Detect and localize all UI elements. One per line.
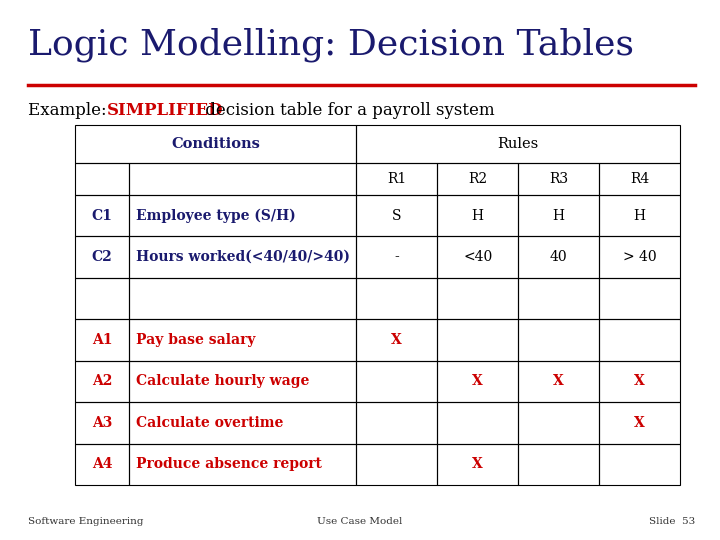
- Text: Produce absence report: Produce absence report: [137, 457, 323, 471]
- Bar: [599, 163, 680, 195]
- Text: Calculate overtime: Calculate overtime: [137, 416, 284, 430]
- Bar: [130, 402, 356, 443]
- Bar: [518, 443, 599, 485]
- Text: R3: R3: [549, 172, 568, 186]
- Text: S: S: [392, 209, 402, 222]
- Text: X: X: [392, 333, 402, 347]
- Bar: [75, 163, 130, 195]
- Text: decision table for a payroll system: decision table for a payroll system: [200, 102, 495, 119]
- Text: H: H: [634, 209, 646, 222]
- Bar: [437, 319, 518, 361]
- Text: C2: C2: [92, 250, 112, 264]
- Bar: [518, 402, 599, 443]
- Text: Slide  53: Slide 53: [649, 517, 695, 526]
- Bar: [437, 195, 518, 237]
- Bar: [518, 237, 599, 278]
- Text: Employee type (S/H): Employee type (S/H): [137, 208, 296, 223]
- Text: Pay base salary: Pay base salary: [137, 333, 256, 347]
- Bar: [356, 361, 437, 402]
- Text: R4: R4: [630, 172, 649, 186]
- Text: > 40: > 40: [623, 250, 657, 264]
- Bar: [75, 361, 130, 402]
- Bar: [130, 361, 356, 402]
- Bar: [356, 278, 437, 319]
- Text: <40: <40: [463, 250, 492, 264]
- Bar: [518, 195, 599, 237]
- Text: A2: A2: [92, 374, 112, 388]
- Bar: [518, 163, 599, 195]
- Text: Example:: Example:: [28, 102, 117, 119]
- Bar: [130, 163, 356, 195]
- Bar: [437, 361, 518, 402]
- Bar: [599, 195, 680, 237]
- Text: 40: 40: [550, 250, 567, 264]
- Bar: [75, 319, 130, 361]
- Text: SIMPLIFIED: SIMPLIFIED: [107, 102, 224, 119]
- Text: A1: A1: [92, 333, 112, 347]
- Text: X: X: [634, 416, 645, 430]
- Bar: [518, 361, 599, 402]
- Bar: [437, 237, 518, 278]
- Bar: [437, 163, 518, 195]
- Bar: [356, 195, 437, 237]
- Text: Use Case Model: Use Case Model: [318, 517, 402, 526]
- Bar: [356, 319, 437, 361]
- Bar: [599, 443, 680, 485]
- Text: Rules: Rules: [498, 137, 539, 151]
- Bar: [130, 195, 356, 237]
- Text: H: H: [553, 209, 564, 222]
- Text: H: H: [472, 209, 484, 222]
- Bar: [437, 443, 518, 485]
- Bar: [599, 319, 680, 361]
- Bar: [356, 402, 437, 443]
- Text: -: -: [395, 250, 399, 264]
- Bar: [518, 278, 599, 319]
- Bar: [599, 361, 680, 402]
- Bar: [437, 402, 518, 443]
- Bar: [356, 163, 437, 195]
- Bar: [599, 278, 680, 319]
- Bar: [130, 237, 356, 278]
- Bar: [75, 402, 130, 443]
- Bar: [130, 319, 356, 361]
- Bar: [75, 237, 130, 278]
- Bar: [356, 125, 680, 163]
- Text: X: X: [472, 374, 483, 388]
- Bar: [599, 402, 680, 443]
- Text: Calculate hourly wage: Calculate hourly wage: [137, 374, 310, 388]
- Bar: [75, 195, 130, 237]
- Text: Hours worked(<40/40/>40): Hours worked(<40/40/>40): [137, 250, 351, 264]
- Text: X: X: [634, 374, 645, 388]
- Bar: [130, 278, 356, 319]
- Text: Logic Modelling: Decision Tables: Logic Modelling: Decision Tables: [28, 28, 634, 62]
- Bar: [518, 319, 599, 361]
- Text: R2: R2: [468, 172, 487, 186]
- Text: X: X: [554, 374, 564, 388]
- Bar: [75, 443, 130, 485]
- Bar: [75, 125, 356, 163]
- Bar: [599, 237, 680, 278]
- Bar: [437, 278, 518, 319]
- Text: Conditions: Conditions: [171, 137, 260, 151]
- Bar: [356, 443, 437, 485]
- Text: X: X: [472, 457, 483, 471]
- Bar: [130, 443, 356, 485]
- Bar: [356, 237, 437, 278]
- Text: R1: R1: [387, 172, 406, 186]
- Bar: [75, 278, 130, 319]
- Text: Software Engineering: Software Engineering: [28, 517, 143, 526]
- Text: A4: A4: [92, 457, 112, 471]
- Text: A3: A3: [92, 416, 112, 430]
- Text: C1: C1: [91, 209, 112, 222]
